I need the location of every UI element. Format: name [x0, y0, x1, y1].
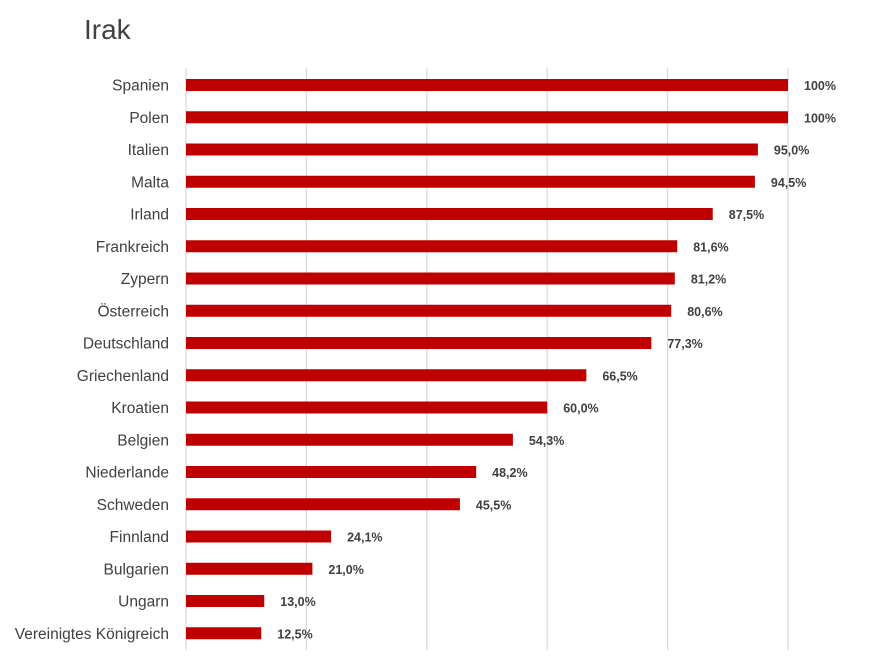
bar	[186, 369, 587, 382]
value-label: 60,0%	[563, 402, 598, 416]
bar	[186, 111, 788, 124]
category-label: Finnland	[110, 529, 169, 546]
bar	[186, 433, 513, 446]
value-label: 95,0%	[774, 144, 809, 158]
bar	[186, 208, 713, 220]
value-label: 21,0%	[328, 563, 363, 577]
value-label: 48,2%	[492, 466, 527, 480]
category-label: Irland	[130, 207, 169, 224]
bar	[186, 272, 675, 285]
value-label: 54,3%	[529, 434, 564, 448]
value-label: 81,6%	[693, 240, 728, 254]
category-label: Italien	[128, 142, 169, 159]
category-label: Vereinigtes Königreich	[15, 626, 169, 643]
bar	[186, 79, 788, 91]
category-label: Polen	[129, 110, 169, 127]
value-label: 81,2%	[691, 273, 726, 287]
bar	[186, 143, 758, 156]
bar	[186, 175, 755, 188]
value-label: 24,1%	[347, 531, 382, 545]
category-label: Schweden	[97, 497, 169, 514]
category-label: Ungarn	[118, 594, 169, 611]
value-label: 66,5%	[602, 369, 637, 383]
category-label: Niederlande	[85, 465, 169, 482]
category-label: Österreich	[98, 302, 170, 320]
bar	[186, 304, 672, 317]
value-label: 77,3%	[667, 337, 702, 351]
category-label: Spanien	[112, 78, 169, 95]
category-label: Belgien	[117, 432, 169, 449]
bar	[186, 466, 477, 478]
value-label: 100%	[804, 111, 836, 125]
category-label: Kroatien	[111, 400, 169, 417]
value-label: 13,0%	[280, 595, 315, 609]
bar	[186, 337, 652, 349]
chart-title: Irak	[84, 14, 131, 45]
value-label: 94,5%	[771, 176, 806, 190]
category-label: Zypern	[121, 271, 169, 288]
category-label: Bulgarien	[104, 561, 170, 578]
bar	[186, 562, 313, 575]
category-label: Griechenland	[77, 368, 169, 385]
category-label: Frankreich	[96, 239, 169, 256]
bar	[186, 627, 262, 640]
bar	[186, 595, 265, 607]
bar	[186, 401, 548, 414]
value-label: 100%	[804, 79, 836, 93]
bar	[186, 240, 678, 253]
category-label: Deutschland	[83, 336, 169, 353]
bar	[186, 498, 460, 511]
value-label: 45,5%	[476, 498, 511, 512]
category-label: Malta	[131, 174, 169, 191]
value-label: 80,6%	[687, 305, 722, 319]
value-label: 12,5%	[277, 627, 312, 641]
bar	[186, 530, 332, 543]
value-label: 87,5%	[729, 208, 764, 222]
